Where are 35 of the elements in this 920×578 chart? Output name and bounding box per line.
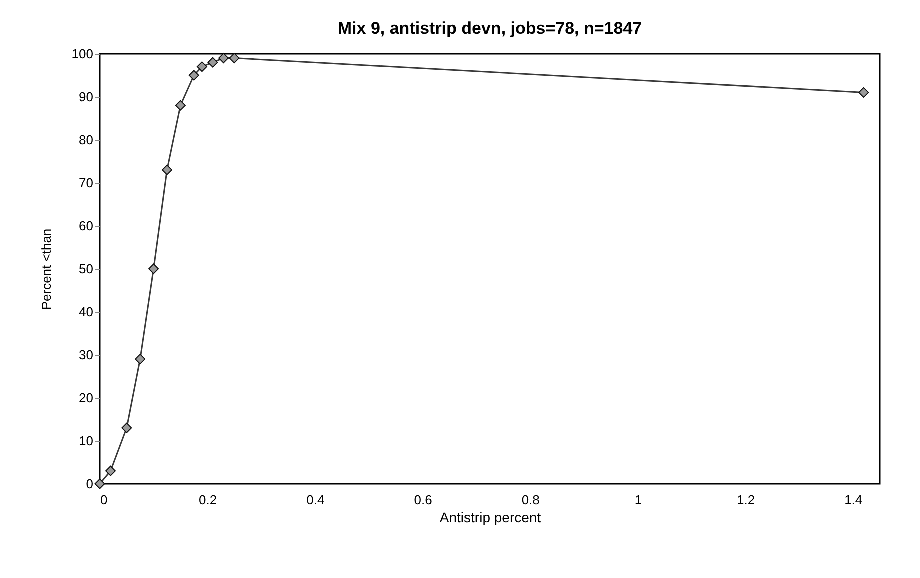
y-tick-label: 80 bbox=[79, 132, 94, 148]
point bbox=[229, 53, 240, 64]
x-tick-label: 0.6 bbox=[414, 492, 432, 508]
y-tick-label: 60 bbox=[79, 218, 94, 234]
y-tick-label: 70 bbox=[79, 176, 94, 190]
x-tick-label: 0.8 bbox=[522, 492, 540, 508]
y-tick-label: 90 bbox=[79, 90, 94, 104]
point bbox=[188, 70, 200, 81]
point bbox=[208, 57, 218, 68]
point bbox=[162, 164, 172, 176]
point bbox=[106, 466, 116, 476]
x-tick-label: 1 bbox=[634, 492, 642, 508]
x-axis-title: Antistrip percent bbox=[440, 510, 542, 526]
point bbox=[218, 53, 229, 64]
x-tick-label: 1.2 bbox=[736, 492, 756, 508]
y-tick-label: 10 bbox=[79, 434, 94, 448]
y-tick-label: 30 bbox=[79, 348, 94, 362]
point bbox=[175, 100, 186, 111]
chart-title: Mix 9, antistrip devn, jobs=78, n=1847 bbox=[338, 19, 642, 38]
y-axis-title: Percent <than bbox=[38, 228, 54, 310]
y-tick-label: 40 bbox=[79, 304, 94, 320]
y-tick-label: 50 bbox=[79, 262, 94, 276]
x-tick-label: 0.4 bbox=[306, 492, 325, 508]
y-tick-label: 20 bbox=[79, 390, 94, 406]
y-tick-label: 0 bbox=[86, 476, 94, 492]
point bbox=[196, 62, 208, 72]
x-tick-label: 1.4 bbox=[844, 492, 863, 508]
point bbox=[858, 87, 870, 98]
x-tick-label: 0.2 bbox=[199, 492, 218, 508]
x-tick-label: 0 bbox=[100, 492, 108, 508]
point bbox=[94, 478, 106, 490]
point bbox=[148, 264, 160, 274]
point bbox=[122, 422, 132, 434]
y-tick-label: 100 bbox=[72, 46, 94, 62]
point bbox=[135, 354, 146, 365]
